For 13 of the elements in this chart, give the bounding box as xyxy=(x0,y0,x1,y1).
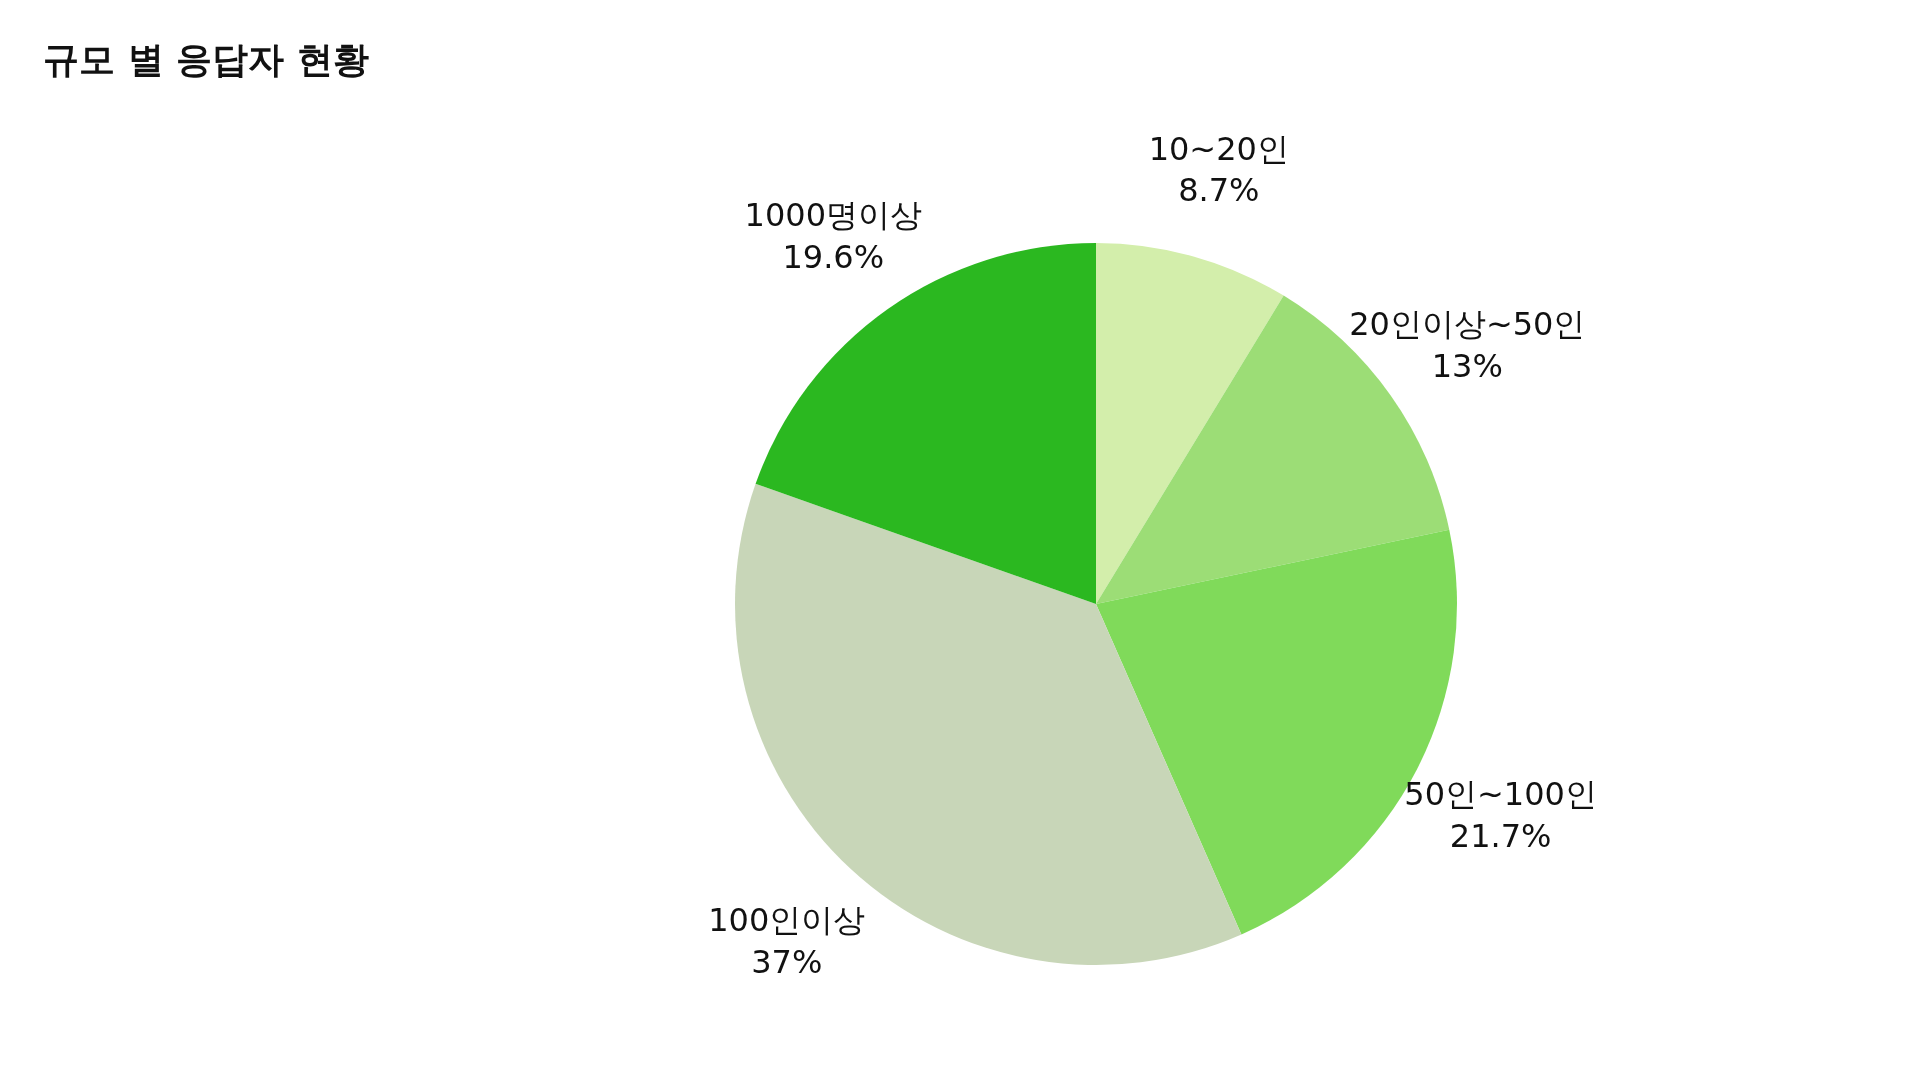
text: 규모 별 응답자 현황 xyxy=(43,39,369,80)
slice-label: 10~20인 xyxy=(1148,129,1289,168)
data-label: 21.7% xyxy=(1449,816,1552,855)
data-label: 19.6% xyxy=(782,237,885,276)
slice-label: 50인~100인 xyxy=(1404,775,1597,814)
data-label: 13% xyxy=(1431,346,1503,385)
slice-label: 1000명이상 xyxy=(744,196,922,235)
pie-slice xyxy=(755,243,1096,604)
slice-label: 20인이상~50인 xyxy=(1349,304,1586,343)
data-label: 37% xyxy=(751,942,823,981)
slice-label: 100인이상 xyxy=(708,901,866,940)
pie-slice xyxy=(1096,243,1284,604)
data-label: 8.7% xyxy=(1178,171,1260,210)
